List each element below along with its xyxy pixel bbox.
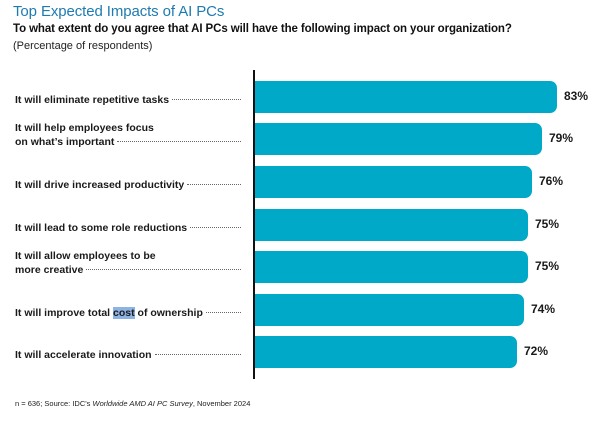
bar [255,209,528,241]
value-label: 83% [564,89,589,103]
category-label-line: on what’s important [15,135,241,149]
category-label: It will lead to some role reductions [15,221,241,235]
chart-row: It will eliminate repetitive tasks 83% [0,81,600,113]
category-label-text: It will eliminate repetitive tasks [15,94,170,106]
category-label-line: It will lead to some role reductions [15,221,241,235]
bar [255,166,532,198]
category-label-text: more creative [15,264,84,276]
value-label: 76% [539,174,564,188]
category-label-text: on what’s important [15,136,115,148]
label-text-pre: It will improve total [15,307,114,319]
chart-row: It will allow employees to be more creati… [0,249,600,283]
dotted-leader [86,269,241,270]
category-label-line: It will improve total cost of ownership [15,306,241,320]
category-label-text: It will drive increased productivity [15,179,185,191]
bar [255,336,517,368]
value-label: 75% [535,259,560,273]
category-label-line: It will eliminate repetitive tasks [15,93,241,107]
category-label: It will allow employees to be more creati… [15,249,241,277]
category-label-line: It will help employees focus [15,122,154,134]
chart-row: It will drive increased productivity 76% [0,166,600,198]
dotted-leader [205,312,241,313]
category-label: It will help employees focus on what’s im… [15,121,241,149]
y-axis-line [253,70,255,379]
category-label: It will improve total cost of ownership [15,306,241,320]
bar [255,251,528,283]
source-prefix: n = 636; Source: IDC's [15,399,93,408]
selected-text-highlight[interactable]: cost [113,307,135,319]
dotted-leader [117,141,241,142]
value-label: 72% [524,344,549,358]
dotted-leader [172,99,241,100]
source-survey-name: Worldwide AMD AI PC Survey [92,399,193,408]
source-note: n = 636; Source: IDC's Worldwide AMD AI … [15,399,250,408]
category-label-text: It will improve total cost of ownership [15,306,203,320]
value-label: 79% [549,131,574,145]
source-suffix: , November 2024 [192,399,251,408]
bar [255,123,542,155]
chart-row: It will improve total cost of ownership 7… [0,294,600,326]
chart-title: Top Expected Impacts of AI PCs [13,3,225,20]
chart-row: It will help employees focus on what’s im… [0,121,600,155]
label-text-post: of ownership [134,307,203,319]
category-label-line: It will allow employees to be [15,250,156,262]
chart-row: It will accelerate innovation 72% [0,336,600,368]
bar [255,81,557,113]
chart-note: (Percentage of respondents) [13,40,153,52]
category-label-text: It will accelerate innovation [15,349,152,361]
dotted-leader [154,354,241,355]
bar [255,294,524,326]
value-label: 74% [531,302,556,316]
value-label: 75% [535,217,560,231]
dotted-leader [190,227,241,228]
category-label-line: It will drive increased productivity [15,178,241,192]
category-label-line: It will accelerate innovation [15,348,241,362]
category-label: It will eliminate repetitive tasks [15,93,241,107]
category-label: It will drive increased productivity [15,178,241,192]
chart-question: To what extent do you agree that AI PCs … [13,23,512,35]
category-label-line: more creative [15,263,241,277]
dotted-leader [187,184,241,185]
chart-row: It will lead to some role reductions 75% [0,209,600,241]
category-label: It will accelerate innovation [15,348,241,362]
category-label-text: It will lead to some role reductions [15,222,188,234]
